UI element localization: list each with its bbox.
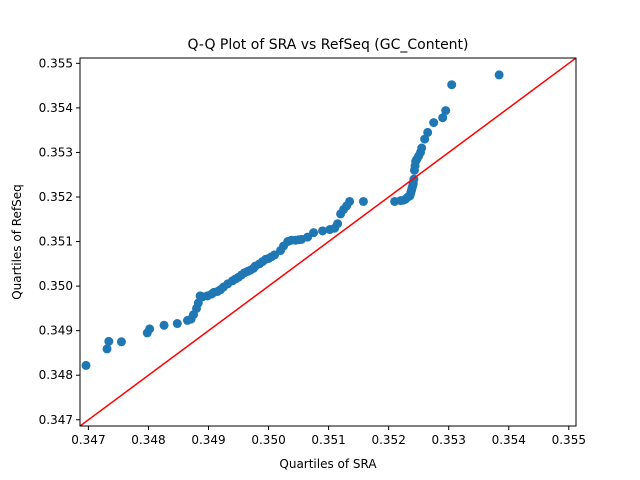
y-tick-label: 0.348: [39, 368, 73, 382]
data-point: [447, 80, 457, 90]
data-point: [429, 118, 439, 128]
reference-line: [80, 58, 576, 426]
data-point: [116, 337, 126, 347]
data-point: [441, 106, 451, 116]
data-point: [159, 320, 169, 330]
x-tick-label: 0.353: [432, 433, 466, 447]
data-point: [145, 324, 155, 334]
data-point: [81, 360, 91, 370]
x-tick-label: 0.355: [552, 433, 586, 447]
data-point: [494, 70, 504, 80]
data-point: [358, 196, 368, 206]
data-point: [309, 228, 319, 238]
x-tick-label: 0.352: [371, 433, 405, 447]
x-tick-label: 0.354: [492, 433, 526, 447]
chart-title: Q-Q Plot of SRA vs RefSeq (GC_Content): [187, 37, 468, 53]
y-tick-label: 0.355: [39, 56, 73, 70]
x-tick-label: 0.350: [251, 433, 285, 447]
data-point: [423, 127, 433, 137]
y-tick-label: 0.353: [39, 145, 73, 159]
y-tick-label: 0.350: [39, 279, 73, 293]
x-axis-label: Quartiles of SRA: [279, 457, 377, 471]
x-tick-label: 0.351: [311, 433, 345, 447]
x-tick-label: 0.349: [191, 433, 225, 447]
y-tick-label: 0.347: [39, 413, 73, 427]
y-tick-label: 0.352: [39, 190, 73, 204]
y-axis-label: Quartiles of RefSeq: [10, 184, 24, 300]
data-point: [333, 219, 343, 229]
y-tick-label: 0.351: [39, 235, 73, 249]
y-tick-label: 0.354: [39, 101, 73, 115]
data-point: [318, 226, 328, 236]
data-point: [345, 196, 355, 206]
x-tick-label: 0.347: [71, 433, 105, 447]
data-point: [172, 319, 182, 329]
data-point: [102, 344, 112, 354]
data-point: [438, 113, 448, 123]
data-point: [104, 336, 114, 346]
data-point: [417, 143, 427, 153]
x-tick-label: 0.348: [131, 433, 165, 447]
y-tick-label: 0.349: [39, 324, 73, 338]
